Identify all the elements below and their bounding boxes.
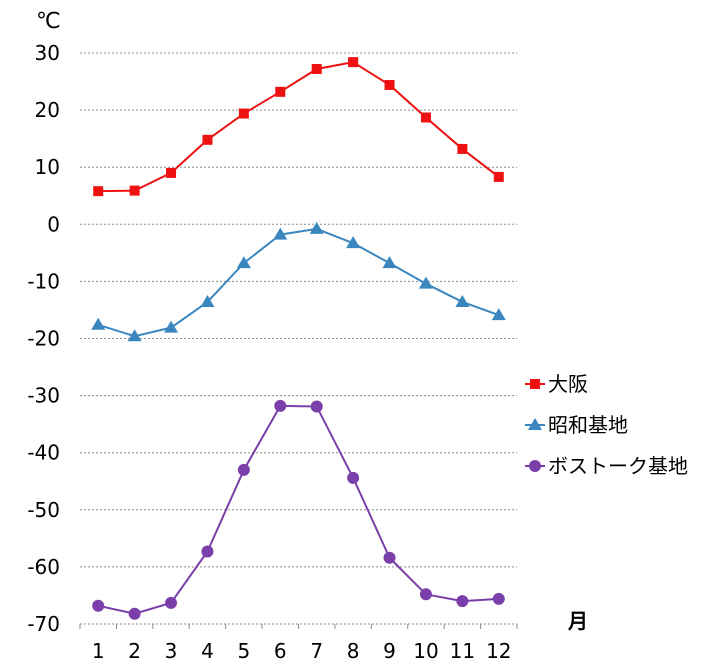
data-point bbox=[128, 607, 141, 620]
data-point bbox=[166, 167, 177, 178]
data-point bbox=[492, 592, 505, 605]
legend-item: 昭和基地 bbox=[525, 413, 628, 437]
series-group bbox=[91, 57, 506, 620]
x-tick-labels: 1 2 3 4 5 6 7 8 9 10 11 12 bbox=[79, 624, 518, 663]
series-1 bbox=[91, 221, 506, 342]
y-tick-label: -50 bbox=[27, 498, 60, 522]
data-point bbox=[127, 329, 142, 342]
x-tick-label: 6 bbox=[274, 639, 287, 663]
data-point bbox=[418, 276, 433, 289]
data-point bbox=[129, 185, 140, 196]
legend-swatch-marker bbox=[530, 379, 540, 389]
legend-label: ボストーク基地 bbox=[548, 454, 688, 478]
data-point bbox=[164, 320, 179, 333]
y-tick-label: 20 bbox=[35, 98, 60, 122]
x-tick-label: 2 bbox=[128, 639, 141, 663]
data-point bbox=[382, 256, 397, 269]
data-point bbox=[200, 294, 215, 307]
x-tick-label: 1 bbox=[92, 639, 105, 663]
data-point bbox=[346, 236, 361, 249]
x-tick-label: 5 bbox=[238, 639, 251, 663]
series-line bbox=[97, 227, 500, 338]
series-0 bbox=[93, 57, 504, 197]
x-tick-label: 4 bbox=[201, 639, 214, 663]
x-tick-label: 9 bbox=[383, 639, 396, 663]
y-tick-label: -70 bbox=[27, 612, 60, 636]
series-2 bbox=[92, 399, 505, 620]
series-line bbox=[98, 61, 500, 193]
x-axis-label: 月 bbox=[567, 609, 588, 633]
data-point bbox=[348, 57, 359, 68]
legend-swatch-marker bbox=[529, 460, 541, 472]
data-point bbox=[311, 63, 322, 74]
y-tick-label: -10 bbox=[27, 269, 60, 293]
data-point bbox=[93, 186, 104, 197]
data-point bbox=[92, 599, 105, 612]
y-tick-labels: 30 20 10 0 -10 -20 -30 -40 -50 -60 -70 bbox=[27, 41, 60, 636]
y-tick-label: -20 bbox=[27, 327, 60, 351]
y-tick-label: -40 bbox=[27, 441, 60, 465]
data-point bbox=[493, 171, 504, 182]
x-tick-label: 8 bbox=[347, 639, 360, 663]
data-point bbox=[309, 221, 324, 234]
series-line bbox=[97, 404, 499, 615]
data-point bbox=[237, 463, 250, 476]
x-tick-label: 3 bbox=[165, 639, 178, 663]
data-point bbox=[457, 143, 468, 154]
data-point bbox=[201, 545, 214, 558]
gridlines bbox=[80, 52, 517, 625]
data-point bbox=[347, 471, 360, 484]
data-point bbox=[420, 112, 431, 123]
legend-swatch-marker bbox=[528, 418, 542, 430]
y-tick-label: 0 bbox=[47, 212, 60, 236]
data-point bbox=[455, 294, 470, 307]
x-tick-label: 10 bbox=[413, 639, 438, 663]
data-point bbox=[456, 595, 469, 608]
data-point bbox=[383, 551, 396, 564]
data-point bbox=[238, 108, 249, 119]
legend-label: 大阪 bbox=[548, 372, 588, 396]
legend-label: 昭和基地 bbox=[548, 413, 628, 437]
data-point bbox=[165, 596, 178, 609]
y-tick-label: 30 bbox=[35, 41, 60, 65]
data-point bbox=[236, 256, 251, 269]
data-point bbox=[202, 134, 213, 145]
data-point bbox=[273, 227, 288, 240]
y-tick-label: 10 bbox=[35, 155, 60, 179]
y-axis-unit-label: ℃ bbox=[36, 9, 61, 34]
legend-item: ボストーク基地 bbox=[525, 454, 688, 478]
data-point bbox=[419, 588, 432, 601]
x-tick-label: 11 bbox=[450, 639, 475, 663]
y-tick-label: -60 bbox=[27, 555, 60, 579]
data-point bbox=[91, 317, 106, 330]
x-tick-label: 7 bbox=[310, 639, 323, 663]
y-tick-label: -30 bbox=[27, 384, 60, 408]
data-point bbox=[384, 79, 395, 90]
data-point bbox=[310, 400, 323, 413]
legend-item: 大阪 bbox=[525, 372, 588, 396]
data-point bbox=[491, 308, 506, 321]
data-point bbox=[274, 399, 287, 412]
data-point bbox=[275, 86, 286, 97]
x-tick-label: 12 bbox=[486, 639, 511, 663]
